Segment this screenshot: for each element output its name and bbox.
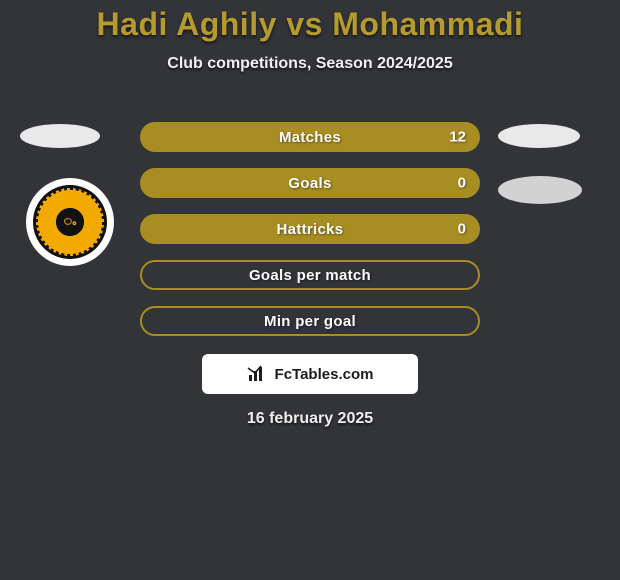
- stat-bar-value: 12: [449, 129, 466, 146]
- club-logo-core: ം: [56, 208, 84, 236]
- bar-chart-icon: [247, 365, 269, 383]
- stat-bar-hattricks: Hattricks 0: [140, 214, 480, 244]
- player-photo-placeholder-left: [20, 124, 100, 148]
- stats-bars: Matches 12 Goals 0 Hattricks 0 Goals per match…: [140, 122, 480, 352]
- stat-bar-mpg: Min per goal: [140, 306, 480, 336]
- club-logo-left: ം: [26, 178, 114, 266]
- stat-bar-label: Matches: [279, 129, 341, 146]
- stat-bar-value: 0: [458, 221, 466, 238]
- stat-bar-label: Goals: [288, 175, 331, 192]
- site-badge-text: FcTables.com: [275, 366, 374, 383]
- stat-bar-goals: Goals 0: [140, 168, 480, 198]
- stat-bar-label: Min per goal: [264, 313, 356, 330]
- page-title: Hadi Aghily vs Mohammadi: [0, 0, 620, 43]
- stat-bar-gpm: Goals per match: [140, 260, 480, 290]
- site-badge[interactable]: FcTables.com: [202, 354, 418, 394]
- stat-bar-matches: Matches 12: [140, 122, 480, 152]
- player-photo-placeholder-right-2: [498, 176, 582, 204]
- stat-bar-value: 0: [458, 175, 466, 192]
- page-subtitle: Club competitions, Season 2024/2025: [0, 55, 620, 73]
- club-logo-ring: ം: [33, 185, 107, 259]
- stat-bar-label: Goals per match: [249, 267, 371, 284]
- stat-bar-label: Hattricks: [277, 221, 344, 238]
- player-photo-placeholder-right-1: [498, 124, 580, 148]
- date-text: 16 february 2025: [247, 410, 373, 428]
- comparison-card: Hadi Aghily vs Mohammadi Club competitio…: [0, 0, 620, 580]
